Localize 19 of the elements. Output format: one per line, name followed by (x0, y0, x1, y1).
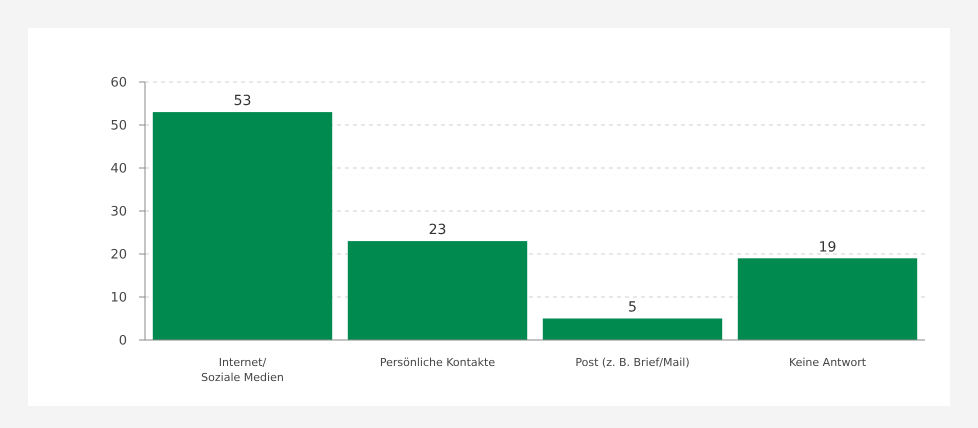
y-tick-label: 0 (118, 334, 127, 349)
data-label: 23 (428, 222, 446, 238)
y-tick-label: 30 (110, 204, 127, 220)
bar (542, 318, 722, 340)
data-label: 53 (234, 93, 252, 110)
x-tick-label: Persönliche Kontakte (380, 356, 496, 369)
data-label: 5 (628, 300, 637, 316)
bar (348, 241, 528, 340)
bar (152, 112, 332, 340)
x-tick-label: Internet/ Soziale Medien (201, 356, 284, 384)
x-tick-label: Keine Antwort (788, 356, 867, 369)
y-tick-label: 50 (110, 118, 127, 134)
y-tick-label: 40 (110, 162, 127, 177)
data-label: 19 (818, 239, 836, 256)
bar (738, 258, 918, 340)
y-tick-label: 60 (110, 76, 127, 91)
y-tick-label: 10 (110, 290, 127, 306)
x-tick-label: Post (z. B. Brief/Mail) (575, 356, 690, 369)
y-tick-label: 20 (110, 248, 127, 263)
